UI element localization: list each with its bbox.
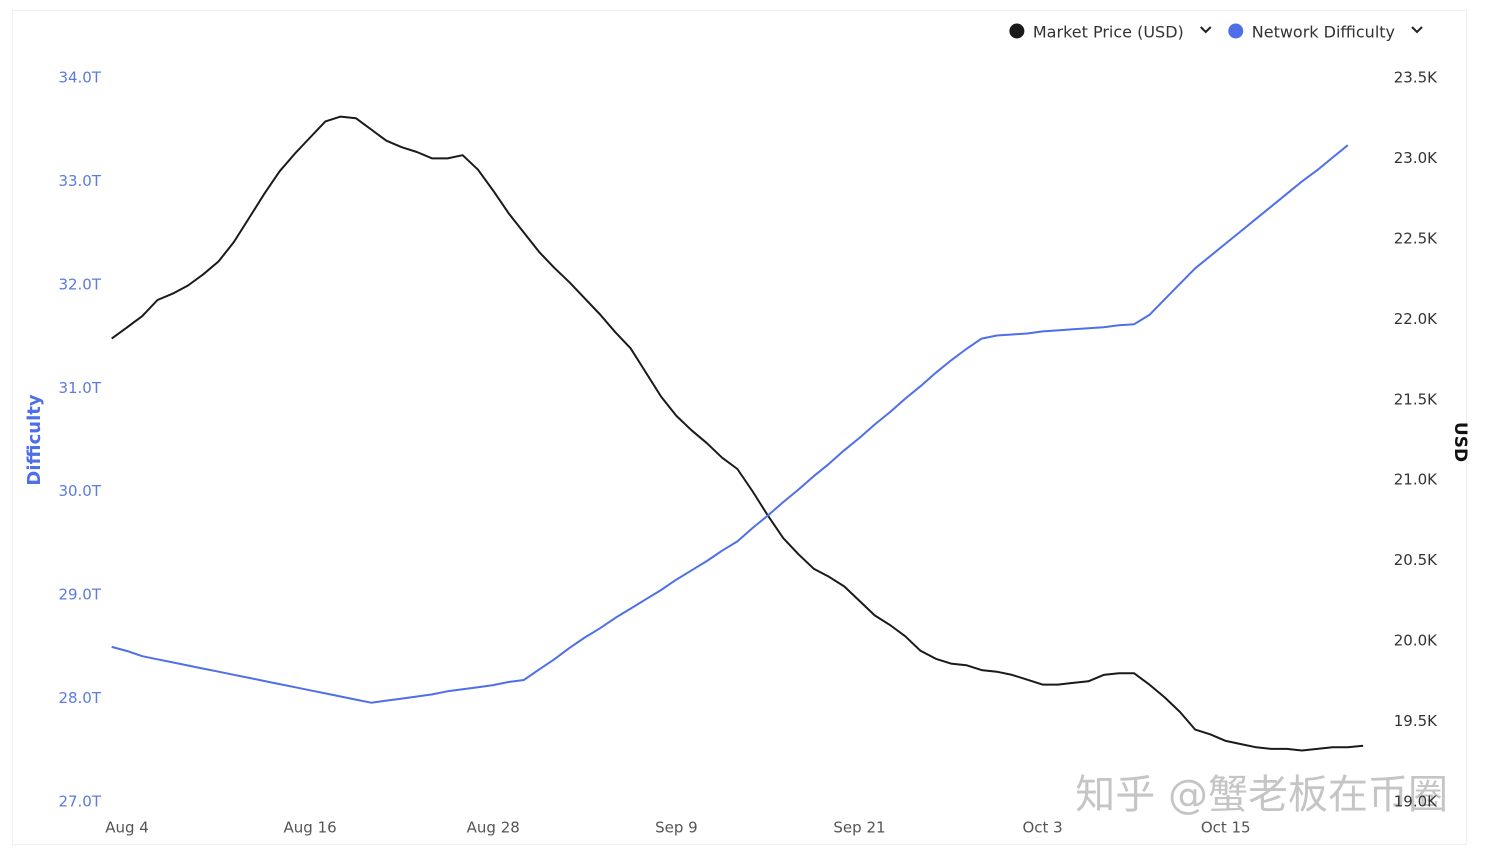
legend-chevron[interactable] (1411, 26, 1423, 34)
y2-tick-label: 19.5K (1394, 712, 1438, 730)
x-tick-label: Sep 21 (833, 819, 885, 837)
series-line (111, 144, 1349, 704)
x-tick-label: Aug 16 (284, 819, 337, 837)
legend-swatch[interactable] (1009, 23, 1025, 39)
legend-item[interactable]: Network Difficulty (1228, 23, 1423, 42)
legend-label[interactable]: Network Difficulty (1252, 23, 1395, 42)
y2-tick-label: 23.0K (1394, 149, 1438, 167)
y2-tick-label: 19.0K (1394, 793, 1438, 811)
y2-tick-label: 22.5K (1394, 229, 1438, 247)
legend-swatch[interactable] (1228, 23, 1244, 39)
series-line (111, 115, 1364, 752)
legend-item[interactable]: Market Price (USD) (1009, 23, 1212, 42)
x-tick-label: Sep 9 (655, 819, 698, 837)
legend: Network Difficulty Market Price (USD) (1009, 23, 1423, 42)
y2-tick-label: 23.5K (1394, 69, 1438, 87)
legend-chevron[interactable] (1200, 26, 1212, 34)
y2-axis-title: USD (1450, 422, 1470, 462)
y2-tick-label: 21.0K (1394, 471, 1438, 489)
x-tick-label: Oct 15 (1201, 819, 1251, 837)
y-tick-label: 32.0T (58, 275, 101, 293)
y2-tick-label: 20.0K (1394, 632, 1438, 650)
watermark: 知乎 @蟹老板在币圈 (1075, 772, 1448, 818)
x-tick-label: Oct 3 (1022, 819, 1062, 837)
y-tick-label: 27.0T (58, 793, 101, 811)
y-axis-title: Difficulty (24, 394, 45, 485)
y2-tick-label: 20.5K (1394, 551, 1438, 569)
y2-tick-label: 22.0K (1394, 310, 1438, 328)
y-tick-label: 29.0T (58, 586, 101, 604)
x-tick-label: Aug 28 (467, 819, 520, 837)
y2-tick-label: 21.5K (1394, 390, 1438, 408)
chart-frame (12, 10, 1467, 845)
legend-label[interactable]: Market Price (USD) (1033, 23, 1184, 42)
y-tick-label: 34.0T (58, 69, 101, 87)
x-tick-label: Aug 4 (105, 819, 149, 837)
y-tick-label: 28.0T (58, 689, 101, 707)
y-tick-label: 30.0T (58, 482, 101, 500)
y-tick-label: 33.0T (58, 172, 101, 190)
y-tick-label: 31.0T (58, 379, 101, 397)
